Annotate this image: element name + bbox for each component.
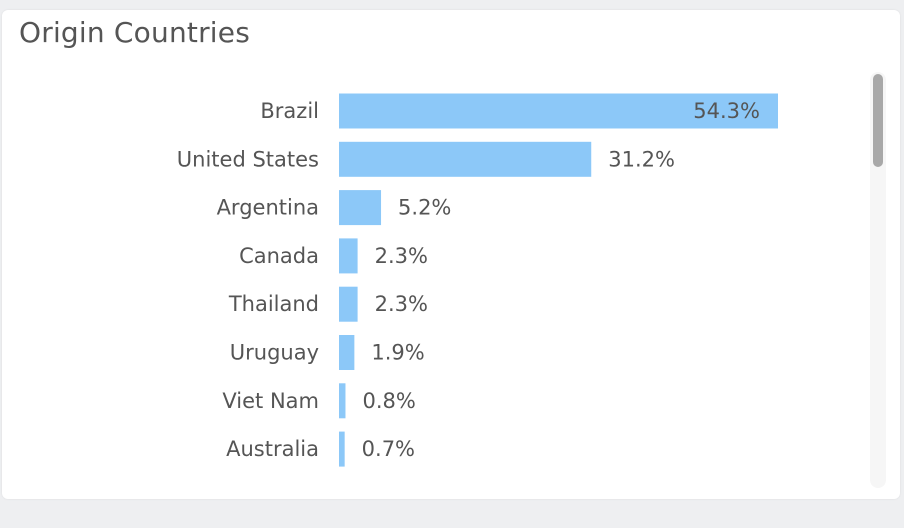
data-label: 0.8%: [362, 389, 415, 413]
data-label: 0.7%: [362, 437, 415, 461]
bar-chart: Brazil 54.3% United States 31.2% Argentina 5.…: [177, 93, 778, 467]
data-label: 31.2%: [608, 147, 675, 171]
scrollbar-thumb[interactable]: [873, 74, 883, 167]
category-label: Canada: [239, 244, 319, 268]
category-label: Brazil: [260, 99, 319, 123]
category-label: Uruguay: [230, 341, 319, 365]
bar[interactable]: [339, 431, 345, 467]
data-label: 2.3%: [375, 292, 428, 316]
vertical-scrollbar[interactable]: [870, 72, 886, 488]
category-label: United States: [177, 147, 319, 171]
chart-title: Origin Countries: [19, 16, 250, 49]
bar[interactable]: [339, 286, 358, 322]
data-label: 54.3%: [693, 99, 760, 123]
data-label: 1.9%: [371, 341, 424, 365]
origin-countries-card: Origin Countries Brazil 54.3% United State…: [2, 10, 900, 499]
category-label: Viet Nam: [222, 389, 319, 413]
bar[interactable]: [339, 93, 778, 129]
bar[interactable]: [339, 383, 346, 419]
bar[interactable]: [339, 141, 592, 177]
data-label: 5.2%: [398, 196, 451, 220]
bar[interactable]: [339, 335, 355, 370]
category-label: Australia: [226, 437, 319, 461]
category-label: Thailand: [228, 292, 319, 316]
category-label: Argentina: [217, 196, 319, 220]
bar[interactable]: [339, 238, 358, 274]
bar[interactable]: [339, 190, 382, 226]
data-label: 2.3%: [375, 244, 428, 268]
